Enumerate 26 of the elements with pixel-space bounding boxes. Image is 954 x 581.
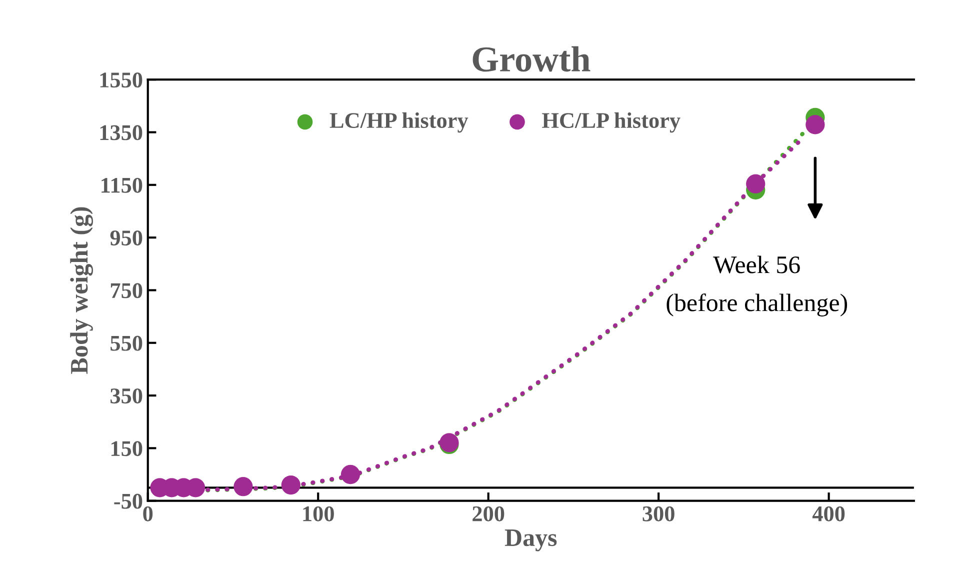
x-tick-label: 300 (642, 506, 674, 522)
x-tick-label: 200 (472, 506, 504, 522)
y-tick-label: -50 (114, 494, 142, 509)
y-tick-label: 1150 (102, 178, 142, 193)
legend-label: HC/LP history (542, 112, 680, 133)
point (281, 475, 300, 495)
y-tick-label: 1550 (100, 72, 142, 88)
point (746, 174, 766, 194)
legend-label: LC/HP history (330, 112, 468, 133)
y-tick-label: 950 (110, 230, 142, 246)
annotation: (before challenge) (666, 293, 848, 316)
x-tick-label: 400 (812, 506, 845, 522)
y-tick-label: 550 (110, 336, 142, 351)
y-tick-label: 750 (110, 283, 142, 298)
chart-title: Growth (472, 46, 590, 72)
point (234, 477, 253, 496)
x-tick-label: 0 (143, 506, 153, 522)
point (340, 464, 360, 484)
annotation: Week 56 (713, 256, 800, 274)
y-tick-label: 1350 (100, 125, 142, 140)
y-axis-title: Body weight (g) (70, 207, 94, 374)
x-tick-label: 100 (303, 506, 334, 522)
point (806, 115, 825, 134)
x-axis-title: Days (504, 530, 557, 552)
y-tick-label: 350 (110, 388, 142, 404)
y-tick-label: 150 (111, 441, 142, 456)
